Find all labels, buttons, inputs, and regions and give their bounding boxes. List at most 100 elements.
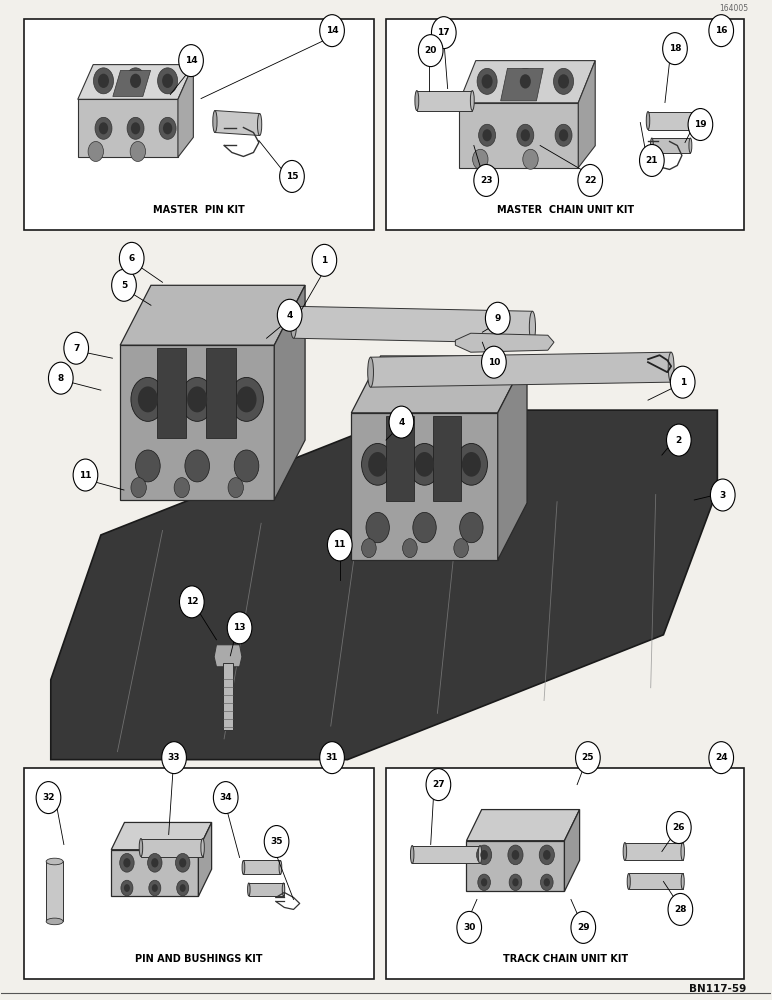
Circle shape [432,17,456,49]
Text: 11: 11 [80,471,92,480]
Circle shape [64,332,89,364]
Circle shape [177,880,188,896]
Text: 14: 14 [326,26,338,35]
Ellipse shape [411,846,414,863]
Text: 14: 14 [185,56,198,65]
Circle shape [180,884,186,892]
Circle shape [540,874,553,891]
Circle shape [662,33,687,65]
Polygon shape [120,345,274,500]
Circle shape [234,450,259,482]
Circle shape [236,386,256,412]
Circle shape [180,377,214,421]
Polygon shape [628,873,682,889]
Polygon shape [111,850,198,896]
Circle shape [162,742,186,774]
Circle shape [227,612,252,644]
Circle shape [320,15,344,47]
Circle shape [512,850,520,860]
Text: 6: 6 [129,254,135,263]
Circle shape [95,117,112,139]
Polygon shape [141,839,202,857]
Circle shape [462,452,481,477]
Circle shape [179,858,186,867]
Text: 11: 11 [334,540,346,549]
Ellipse shape [46,918,63,925]
Circle shape [520,129,530,141]
Circle shape [49,362,73,394]
Text: 16: 16 [715,26,727,35]
Text: 23: 23 [480,176,493,185]
Circle shape [477,68,497,94]
Circle shape [639,144,664,176]
Circle shape [120,242,144,274]
Text: 8: 8 [58,374,64,383]
Text: 13: 13 [233,623,245,632]
Circle shape [36,782,61,814]
Circle shape [413,512,436,543]
Circle shape [476,845,492,865]
Text: 27: 27 [432,780,445,789]
Circle shape [187,386,207,412]
Ellipse shape [283,883,285,896]
Ellipse shape [646,112,650,130]
Ellipse shape [623,843,627,860]
Text: 2: 2 [676,436,682,445]
Circle shape [523,149,538,169]
Circle shape [229,377,263,421]
Circle shape [131,478,147,498]
Circle shape [482,74,493,89]
Text: TRACK CHAIN UNIT KIT: TRACK CHAIN UNIT KIT [503,954,628,964]
Circle shape [571,911,596,943]
Circle shape [130,141,146,161]
Polygon shape [455,333,554,352]
Bar [222,663,233,730]
Text: 33: 33 [168,753,181,762]
Circle shape [555,124,572,146]
Circle shape [670,366,695,398]
Circle shape [131,122,141,134]
Circle shape [558,74,569,89]
Text: 10: 10 [488,358,500,367]
Circle shape [543,878,550,886]
Circle shape [152,884,157,892]
Polygon shape [178,65,193,157]
Circle shape [88,141,103,161]
Circle shape [277,299,302,331]
Text: 4: 4 [398,418,405,427]
Circle shape [515,68,535,94]
Circle shape [510,874,522,891]
Ellipse shape [367,357,374,387]
Ellipse shape [669,352,674,382]
Circle shape [126,68,146,94]
Text: PIN AND BUSHINGS KIT: PIN AND BUSHINGS KIT [135,954,263,964]
Bar [386,19,744,230]
Text: 20: 20 [425,46,437,55]
Text: 4: 4 [286,311,293,320]
Circle shape [151,858,158,867]
Circle shape [279,160,304,192]
Circle shape [389,406,414,438]
Circle shape [486,302,510,334]
Text: 28: 28 [674,905,686,914]
Bar [433,416,461,501]
Circle shape [481,878,487,886]
Text: 3: 3 [720,491,726,500]
Polygon shape [78,99,178,157]
Polygon shape [78,65,193,99]
Bar [46,861,63,921]
Ellipse shape [46,858,63,865]
Ellipse shape [470,91,474,111]
Circle shape [508,845,523,865]
Circle shape [482,346,506,378]
Bar [386,768,744,979]
Text: 22: 22 [584,176,597,185]
Circle shape [474,164,499,196]
Circle shape [121,880,133,896]
Text: 7: 7 [73,344,80,353]
Ellipse shape [530,311,536,343]
Text: 21: 21 [645,156,658,165]
Ellipse shape [248,883,250,896]
Polygon shape [274,285,305,500]
Ellipse shape [681,873,684,889]
